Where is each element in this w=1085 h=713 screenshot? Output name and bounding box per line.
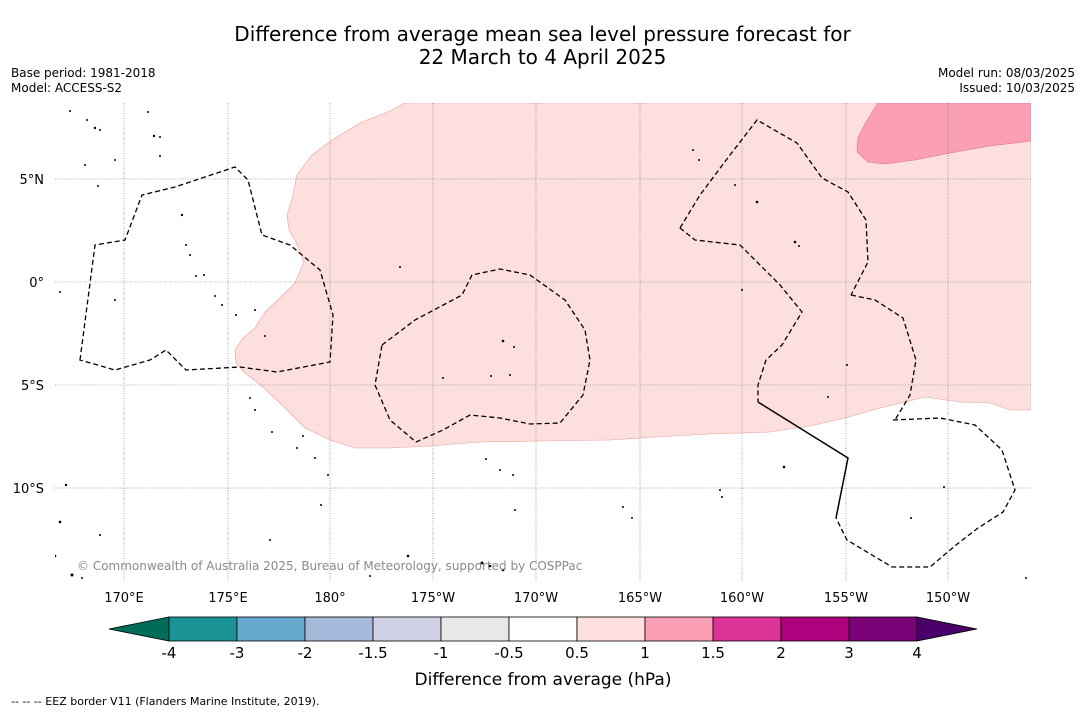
anomaly-region-0.5-to-1 [234, 103, 1031, 449]
lat-label-10s: 10°S [13, 482, 44, 497]
colorbar-tick-label: -1.5 [358, 644, 387, 662]
lon-label-175w: 175°W [411, 591, 455, 606]
model-run-text: Model run: 08/03/2025 [937, 66, 1075, 80]
eez-border-kiribati-phoenix [374, 268, 591, 443]
colorbar-segment [440, 616, 510, 642]
colorbar-segment [304, 616, 374, 642]
eez-border-kiribati-gilbert [79, 166, 334, 373]
lon-label-170e: 170°E [104, 591, 144, 606]
colorbar: -4 -3 -2 -1.5 -1 -0.5 0.5 1 1.5 2 3 4 Di… [108, 616, 978, 690]
colorbar-segment [372, 616, 442, 642]
eez-border-cook-islands [850, 294, 917, 421]
lon-label-160w: 160°W [720, 591, 764, 606]
colorbar-tick-label: -0.5 [494, 644, 523, 662]
colorbar-tick-label: 1.5 [701, 644, 725, 662]
anomaly-region-1-to-1.5 [856, 103, 1031, 165]
graticule [55, 103, 1031, 581]
model-text: Model: ACCESS-S2 [11, 81, 123, 95]
eez-border-french-polynesia [835, 417, 1016, 568]
eez-border-kiribati-line-south [679, 227, 803, 402]
lon-label-150w: 150°W [926, 591, 970, 606]
lon-label-155w: 155°W [824, 591, 868, 606]
colorbar-tick-label: -1 [434, 644, 449, 662]
colorbar-tick-label: -4 [162, 644, 177, 662]
colorbar-segment [712, 616, 782, 642]
colorbar-segment [644, 616, 714, 642]
colorbar-title: Difference from average (hPa) [415, 670, 672, 690]
colorbar-segment [780, 616, 850, 642]
map-area: © Commonwealth of Australia 2025, Bureau… [55, 103, 1031, 581]
lon-label-180: 180° [314, 591, 345, 606]
colorbar-tick-label: 2 [776, 644, 786, 662]
colorbar-tick-label: -2 [298, 644, 313, 662]
lon-label-175e: 175°E [208, 591, 248, 606]
longitude-labels: 170°E 175°E 180° 175°W 170°W 165°W 160°W… [104, 591, 970, 606]
colorbar-under-arrow [108, 616, 170, 642]
colorbar-tick-labels: -4 -3 -2 -1.5 -1 -0.5 0.5 1 1.5 2 3 4 [162, 644, 922, 662]
colorbar-segments [168, 616, 918, 642]
colorbar-segment [168, 616, 238, 642]
colorbar-segment [576, 616, 646, 642]
colorbar-over-arrow [916, 616, 978, 642]
lon-label-165w: 165°W [618, 591, 662, 606]
map-title-line-1: Difference from average mean sea level p… [234, 22, 851, 46]
eez-borders [79, 119, 1016, 568]
colorbar-tick-label: 3 [844, 644, 854, 662]
colorbar-segment [236, 616, 306, 642]
colorbar-tick-label: 4 [912, 644, 922, 662]
copyright-credit: © Commonwealth of Australia 2025, Bureau… [77, 559, 582, 573]
colorbar-tick-label: -3 [230, 644, 245, 662]
boundary-line-solid [757, 401, 849, 519]
colorbar-tick-label: 1 [640, 644, 650, 662]
colorbar-tick-label: 0.5 [565, 644, 589, 662]
eez-border-kiribati-line [679, 119, 869, 296]
eez-border-legend: -- -- -- EEZ border V11 (Flanders Marine… [11, 695, 320, 708]
colorbar-segment [848, 616, 918, 642]
map-title-line-2: 22 March to 4 April 2025 [418, 45, 667, 69]
islands [55, 110, 1027, 579]
issued-text: Issued: 10/03/2025 [959, 81, 1075, 95]
lat-label-5n: 5°N [20, 173, 45, 188]
lon-label-170w: 170°W [514, 591, 558, 606]
latitude-labels: 5°N 0° 5°S 10°S [13, 173, 44, 497]
colorbar-segment [508, 616, 578, 642]
lat-label-0: 0° [29, 276, 44, 291]
base-period-text: Base period: 1981-2018 [11, 66, 156, 80]
lat-label-5s: 5°S [21, 379, 44, 394]
